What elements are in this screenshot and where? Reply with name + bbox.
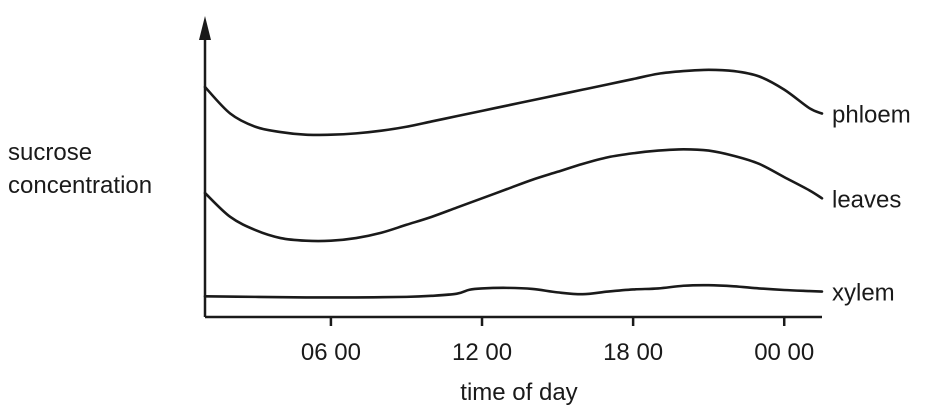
series-lines [203,68,824,299]
y-axis-arrow [199,16,211,40]
y-axis-label-line-1: sucrose [8,139,92,166]
series-line-xylem [203,283,824,299]
series-label-xylem: xylem [832,280,895,307]
series-labels: phloem leaves xylem [832,102,911,307]
x-ticks: 06 00 12 00 18 00 00 00 [301,317,814,366]
x-tick-label: 12 00 [452,339,512,366]
x-axis-label: time of day [460,379,577,406]
y-axis-label-line-2: concentration [8,172,152,199]
x-tick-label: 06 00 [301,339,361,366]
series-label-leaves: leaves [832,186,901,213]
series-line-leaves [203,147,824,243]
series-line-phloem [203,68,824,137]
x-tick-label: 18 00 [603,339,663,366]
x-tick-label: 00 00 [754,339,814,366]
axes [199,16,822,319]
series-label-phloem: phloem [832,102,911,129]
